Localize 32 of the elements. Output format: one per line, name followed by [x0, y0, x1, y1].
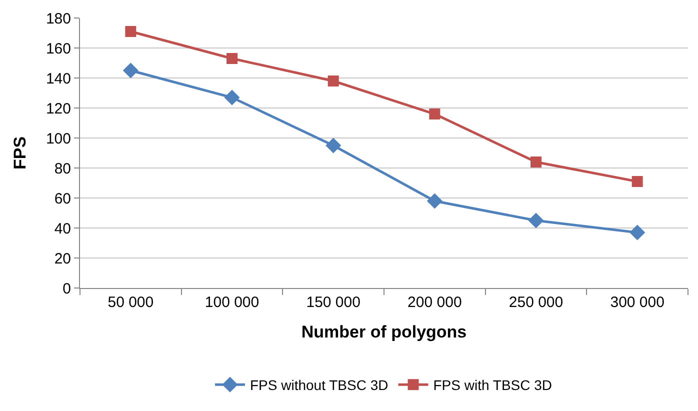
point [224, 90, 240, 106]
point [326, 138, 342, 154]
y-tick-label: 20 [54, 250, 71, 268]
y-tick-label: 120 [46, 100, 71, 118]
y-tick-label: 160 [46, 40, 71, 58]
x-tick-label: 200 000 [408, 294, 462, 311]
point [125, 26, 136, 37]
x-tick-label: 50 000 [108, 294, 154, 311]
legend-label: FPS with TBSC 3D [433, 377, 552, 394]
point [530, 156, 542, 168]
x-axis-title: Number of polygons [301, 322, 467, 342]
y-axis-title: FPS [10, 136, 30, 170]
point [632, 176, 643, 187]
y-tick-label: 40 [54, 220, 71, 238]
y-tick-label: 100 [46, 130, 71, 148]
point [226, 53, 238, 64]
x-tick-label: 100 000 [204, 294, 260, 311]
y-tick-label: 80 [54, 160, 71, 178]
legend-label: FPS without TBSC 3D [250, 377, 388, 394]
point [122, 62, 138, 78]
point [630, 224, 646, 240]
point [426, 193, 442, 209]
y-tick-label: 140 [46, 70, 71, 88]
y-tick-label: 180 [46, 10, 71, 28]
point [528, 212, 544, 228]
point [328, 76, 339, 86]
x-tick-label: 150 000 [306, 294, 360, 311]
point [429, 108, 440, 120]
y-tick-label: 60 [54, 190, 71, 208]
x-tick-label: 250 000 [508, 294, 564, 311]
x-tick-label: 300 000 [610, 294, 664, 311]
y-tick-label: 0 [62, 280, 71, 298]
